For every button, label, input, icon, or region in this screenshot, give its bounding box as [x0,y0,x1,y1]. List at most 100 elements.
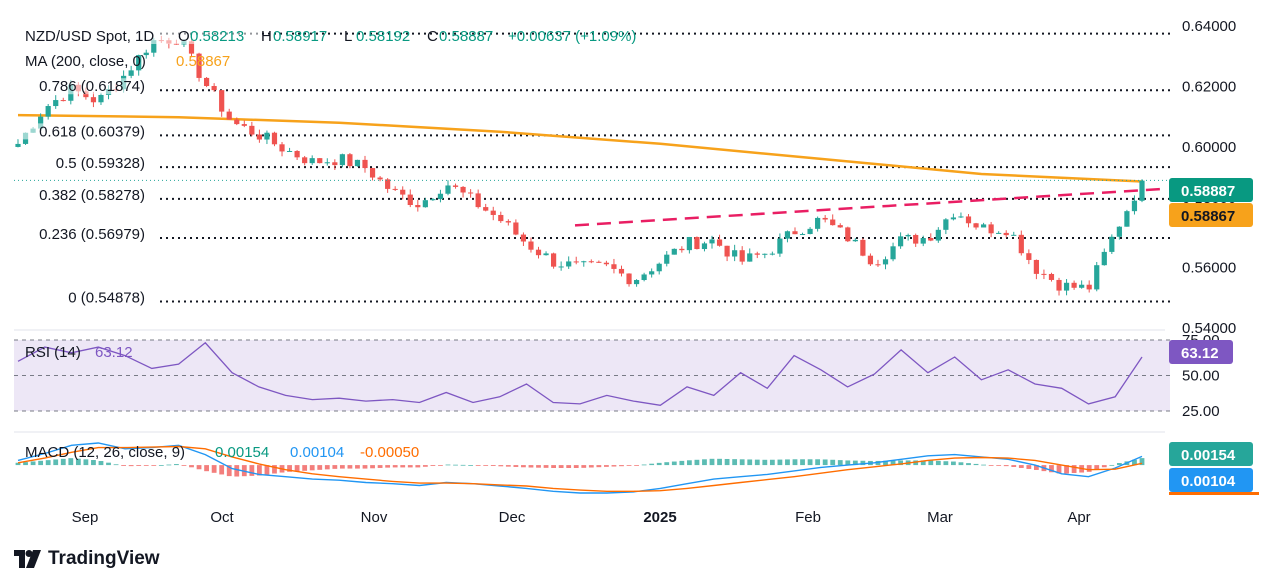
time-tick-label: Dec [499,509,526,526]
candle-body [15,143,21,147]
candle-body [188,41,195,54]
price-tick-label: 0.54000 [1182,320,1236,337]
macd-histogram-bar [1003,465,1009,467]
price-axis: 0.640000.620000.600000.580000.560000.540… [1182,18,1236,337]
candle-body [1116,226,1122,237]
macd-histogram-bar [438,465,443,466]
macd-histogram-bar [498,465,504,467]
time-tick-label: Feb [795,509,821,526]
candle-body [294,150,300,158]
rsi-legend-label: RSI (14) [25,344,81,361]
macd-histogram-bar [996,465,1002,466]
macd-histogram-bar [822,459,828,466]
macd-histogram-bar [370,465,375,469]
macd-histogram-bar [38,460,44,466]
candle-body [1048,273,1055,280]
candle-body [618,268,625,274]
candle-body [596,261,602,263]
candle-body [1079,284,1085,288]
macd-hist-badge: 0.00154 [1181,447,1236,464]
macd-histogram-bar [717,458,722,466]
macd-histogram-bar [1049,465,1054,473]
candle-body [754,253,760,255]
macd-histogram-bar [226,465,232,477]
candle-body [769,253,775,255]
candle-body [45,106,51,117]
macd-histogram-bar [762,459,768,466]
candle-body [520,234,527,242]
candle-body [1094,265,1100,290]
macd-histogram-bar [988,465,994,466]
candle-body [392,188,398,190]
macd-histogram-bar [196,465,202,470]
macd-histogram-bar [1132,459,1137,466]
candle-body [633,280,640,285]
macd-histogram-bar [792,459,798,466]
candle-body [1101,251,1107,266]
candle-body [1071,282,1077,288]
macd-legend-value: 0.00154 [215,444,269,461]
candle-body [128,70,134,76]
candle-body [588,261,594,263]
macd-histogram-bar [287,465,292,472]
macd-histogram-bar [385,465,391,468]
macd-histogram-bar [302,465,308,471]
macd-histogram-bar [15,462,21,466]
symbol-title: NZD/USD Spot, 1D [25,28,154,45]
macd-histogram-bar [943,461,949,466]
macd-histogram-bar [332,465,338,469]
macd-histogram-bar [483,465,489,466]
fib-label-bg [18,78,148,95]
candle-body [890,246,896,260]
candle-body [460,186,466,193]
fib-label: 0.5 (0.59328) [56,155,145,172]
macd-histogram-bar [136,465,142,466]
macd-histogram-bar [347,465,353,469]
candle-body [573,261,579,263]
macd-histogram-bar [121,465,127,466]
macd-histogram-bar [128,465,134,467]
candle-body [400,189,406,195]
candle-body [452,185,459,187]
candle-body [324,162,330,164]
macd-histogram-bar [1101,465,1107,468]
candle-body [732,250,738,257]
macd-histogram-bar [709,458,715,466]
fib-label-bg [18,123,148,140]
trendline-group [574,187,1161,227]
macd-histogram-bar [453,464,458,466]
macd-histogram-bar [634,465,639,466]
ohlc-label-c: C [427,28,438,45]
candle-body [935,229,941,241]
rsi-tick-label: 50.00 [1182,368,1220,385]
macd-histogram-bar [339,465,345,469]
macd-histogram-bar [362,465,368,469]
macd-histogram-bar [324,465,330,470]
candle-body [1026,253,1032,260]
candle-body [709,239,715,244]
macd-histogram-bar [166,464,172,466]
time-tick-label: Oct [210,509,234,526]
candle-body [943,219,949,230]
ma-badge-bg [1169,203,1253,227]
candle-body [581,261,587,263]
macd-histogram-bar [769,459,775,466]
ma-legend-label: MA (200, close, 0) [25,53,146,70]
macd-histogram-bar [573,465,579,468]
time-tick-label: Sep [72,509,99,526]
macd-histogram-bar [106,462,111,466]
candle-body [535,249,542,256]
macd-histogram-bar [837,460,843,466]
candle-body [136,55,142,71]
macd-histogram-bar [686,460,692,466]
macd-histogram-bar [739,459,745,466]
macd-histogram-bar [211,465,217,473]
candle-body [1056,279,1062,291]
candle-body [973,223,979,228]
macd-histogram-bar [845,460,851,466]
fib-label: 0.382 (0.58278) [39,187,145,204]
macd-histogram-bar [355,465,360,469]
header-legend: NZD/USD Spot, 1D O 0.58213 H 0.58917 L 0.5819… [20,26,636,70]
macd-line [17,442,1143,494]
trendline [574,187,1161,227]
